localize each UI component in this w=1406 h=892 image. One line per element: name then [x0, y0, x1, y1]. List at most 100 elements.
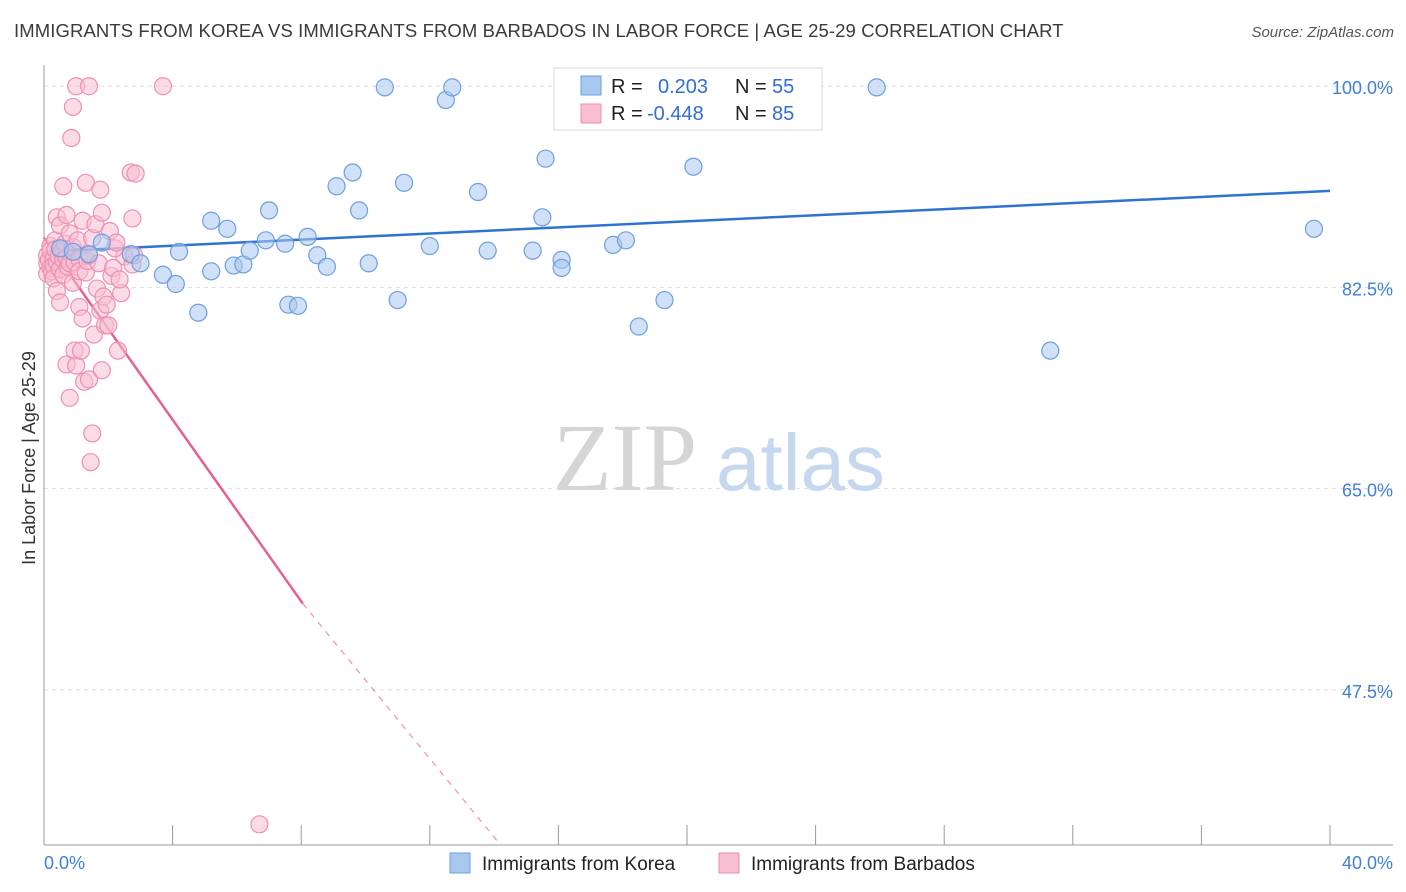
- korea-point: [166, 274, 185, 294]
- korea-point: [189, 303, 208, 322]
- barbados-point: [126, 164, 145, 183]
- korea-point: [317, 257, 337, 276]
- barbados-point: [250, 815, 269, 834]
- korea-point: [375, 78, 394, 97]
- y-tick-label: 65.0%: [1342, 481, 1393, 501]
- legend-korea-swatch: [449, 852, 471, 874]
- korea-point: [63, 242, 83, 261]
- stats-legend: R = 0.203 N = 55 R = -0.448 N = 85: [553, 67, 823, 131]
- korea-point: [92, 233, 111, 252]
- korea-point: [276, 234, 295, 253]
- x-tick-label-min: 0.0%: [44, 853, 85, 873]
- barbados-point: [81, 453, 100, 472]
- korea-point: [533, 208, 552, 227]
- watermark-atlas: atlas: [716, 418, 885, 507]
- korea-point: [240, 241, 259, 260]
- korea-point: [202, 262, 221, 281]
- korea-point: [288, 296, 308, 315]
- barbados-point: [62, 128, 81, 148]
- legend-barbados-label: Immigrants from Barbados: [751, 854, 975, 875]
- korea-point: [468, 182, 488, 202]
- barbados-point: [92, 203, 111, 222]
- barbados-point: [99, 316, 118, 335]
- stats-barbados-n-value: 85: [772, 103, 794, 125]
- barbados-point: [83, 424, 102, 443]
- korea-point: [552, 258, 571, 277]
- trend-lines: [42, 189, 1331, 846]
- barbados-point: [97, 295, 116, 314]
- x-tick-label-max: 40.0%: [1342, 853, 1393, 873]
- stats-korea-n-value: 55: [772, 76, 794, 98]
- korea-point: [256, 231, 275, 250]
- korea-point: [536, 149, 555, 168]
- barbados-point: [76, 173, 95, 192]
- y-axis-label: In Labor Force | Age 25-29: [19, 351, 39, 565]
- korea-point: [131, 254, 150, 273]
- watermark-zip: ZIP: [553, 404, 697, 511]
- tick-labels: 100.0% 82.5% 65.0% 47.5% 0.0% 40.0%: [44, 78, 1393, 873]
- barbados-trend-line-extrapolated: [302, 603, 501, 846]
- watermark: ZIP atlas: [553, 404, 885, 511]
- stats-barbados-r-value: -0.448: [647, 103, 704, 125]
- korea-point: [388, 290, 407, 310]
- barbados-point: [54, 177, 73, 196]
- barbados-point: [50, 293, 70, 312]
- stats-korea-r-label: R =: [611, 76, 643, 98]
- korea-point: [867, 78, 886, 97]
- korea-point: [616, 231, 636, 250]
- barbados-point: [63, 97, 83, 117]
- chart-title: IMMIGRANTS FROM KOREA VS IMMIGRANTS FROM…: [14, 20, 1064, 41]
- korea-point: [343, 163, 362, 182]
- barbados-points: [38, 77, 269, 834]
- korea-point: [359, 254, 378, 273]
- korea-point: [298, 227, 317, 246]
- korea-point: [443, 78, 462, 97]
- korea-point: [1304, 219, 1324, 238]
- stats-barbados-n-label: N =: [735, 103, 767, 125]
- korea-point: [327, 177, 346, 196]
- korea-point: [655, 290, 674, 310]
- korea-point: [259, 201, 279, 220]
- barbados-point: [108, 341, 128, 360]
- korea-point: [684, 157, 703, 176]
- barbados-point: [153, 77, 173, 96]
- korea-point: [349, 201, 369, 220]
- barbados-point: [79, 370, 99, 389]
- y-tick-label: 47.5%: [1342, 682, 1393, 702]
- korea-point: [169, 242, 189, 261]
- barbados-point: [79, 77, 99, 96]
- y-tick-label: 82.5%: [1342, 279, 1393, 299]
- barbados-point: [91, 180, 110, 199]
- stats-barbados-swatch: [580, 103, 602, 124]
- barbados-point: [71, 341, 91, 360]
- legend-korea-label: Immigrants from Korea: [482, 854, 676, 875]
- korea-point: [420, 236, 439, 256]
- bottom-legend: Immigrants from Korea Immigrants from Ba…: [449, 852, 975, 875]
- barbados-point: [60, 388, 79, 407]
- legend-barbados-swatch: [718, 852, 740, 874]
- y-tick-label: 100.0%: [1332, 78, 1393, 98]
- stats-korea-n-label: N =: [735, 76, 767, 98]
- korea-point: [218, 219, 237, 238]
- stats-barbados-r-label: R =: [611, 103, 643, 125]
- korea-point: [153, 265, 173, 284]
- korea-point: [394, 173, 414, 192]
- grid-lines: [44, 85, 1393, 691]
- barbados-point: [57, 205, 76, 225]
- barbados-point: [92, 361, 111, 380]
- axes: [43, 65, 1393, 846]
- barbados-trend-line: [42, 237, 304, 605]
- korea-point: [202, 211, 221, 230]
- korea-point: [629, 317, 648, 336]
- barbados-point: [110, 270, 129, 289]
- barbados-point: [123, 209, 142, 228]
- stats-korea-r-value: 0.203: [658, 76, 708, 98]
- korea-point: [523, 241, 542, 260]
- korea-trend-line: [43, 189, 1331, 254]
- korea-point: [478, 241, 497, 260]
- barbados-point: [73, 309, 92, 328]
- source-credit: Source: ZipAtlas.com: [1251, 24, 1394, 41]
- korea-points: [50, 78, 1324, 360]
- stats-korea-swatch: [580, 75, 602, 96]
